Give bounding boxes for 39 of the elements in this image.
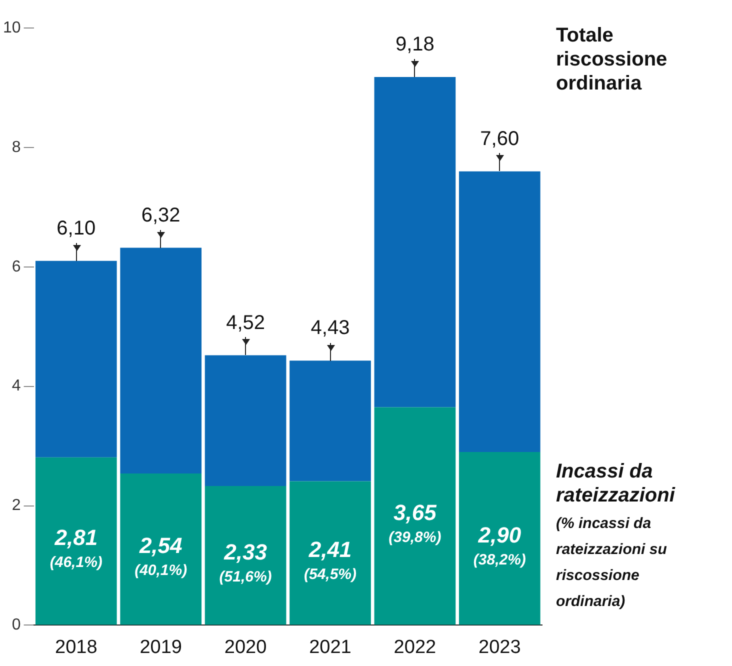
bar: [374, 407, 456, 625]
data-label: 2,90 (38,2%): [473, 522, 526, 568]
data-label: 3,65 (39,8%): [388, 500, 442, 546]
x-tick-label: 2022: [394, 636, 436, 658]
y-tick-label: 4: [12, 378, 21, 395]
series-label: Incassi da rateizzazioni: [556, 460, 676, 507]
bar: [35, 260, 117, 458]
y-tick-label: 0: [12, 616, 21, 634]
total-label: 6,10: [56, 217, 96, 240]
data-label: 2,54 (40,1%): [134, 533, 188, 580]
data-label: 2,41 (54,5%): [304, 537, 357, 584]
x-tick-label: 2021: [309, 636, 352, 658]
text: Totale riscossione ordinaria: [556, 24, 668, 95]
y-tick-label: 6: [12, 258, 21, 276]
y-tick-label: 2: [12, 497, 21, 514]
x-tick-label: 2023: [478, 636, 521, 658]
bar: [458, 171, 540, 452]
total-label: 4,52: [226, 312, 266, 334]
total-label: 9,18: [395, 33, 434, 56]
y-tick-label: 10: [3, 19, 21, 36]
x-tick-label: 2019: [140, 636, 182, 658]
x-tick-label: 2018: [55, 636, 98, 658]
data-label: 2,33 (51,6%): [219, 539, 272, 586]
x-tick-label: 2020: [224, 636, 267, 658]
bar: [120, 474, 202, 625]
text: (% incassi da rateizzazioni su riscossione ordinaria): [556, 515, 667, 610]
bar: [120, 248, 202, 474]
bar: [290, 481, 371, 625]
bar: [458, 452, 540, 625]
bar: [204, 486, 286, 625]
total-label: 4,43: [310, 317, 350, 340]
bar: [374, 76, 456, 408]
bar: [35, 457, 117, 625]
data-label: 2,81 (46,1%): [50, 525, 102, 572]
bar: [290, 360, 371, 482]
total-label: 6,32: [141, 204, 180, 226]
bar: [204, 355, 286, 486]
y-tick-label: 8: [12, 138, 21, 156]
total-label: 7,60: [480, 128, 520, 150]
